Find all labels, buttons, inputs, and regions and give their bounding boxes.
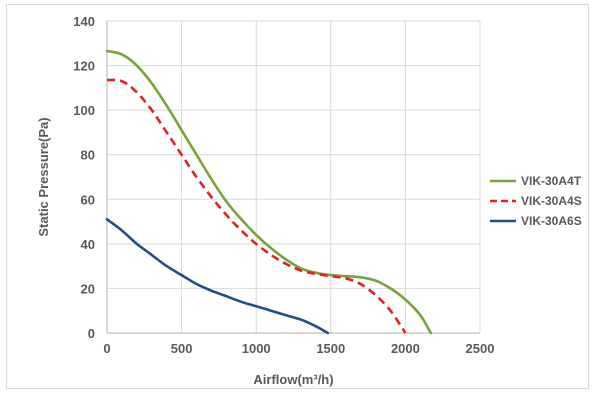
- x-axis-title: Airflow(m³/h): [253, 372, 333, 387]
- grid-lines: [106, 20, 481, 334]
- y-tick-label: 120: [73, 59, 95, 74]
- legend: VIK-30A4T VIK-30A4S VIK-30A6S: [490, 174, 582, 228]
- y-tick-label: 0: [88, 326, 95, 341]
- legend-label: VIK-30A6S: [521, 214, 582, 228]
- plot-axes: [106, 21, 480, 334]
- y-tick-label: 20: [81, 281, 95, 296]
- y-axis-title: Static Pressure(Pa): [36, 117, 51, 236]
- x-tick-label: 500: [171, 341, 193, 356]
- series-line-vik-30a6s: [105, 218, 330, 335]
- y-tick-label: 40: [81, 237, 95, 252]
- legend-label: VIK-30A4T: [521, 174, 582, 188]
- y-tick-label: 80: [81, 148, 95, 163]
- x-tick-label: 0: [103, 341, 110, 356]
- tick-labels: 0 500 1000 1500 2000 2500 0 20 40 60 80 100 120 140: [73, 14, 494, 356]
- chart-frame: [6, 4, 589, 389]
- y-tick-label: 140: [73, 14, 95, 29]
- series-line-vik-30a4s: [106, 78, 407, 334]
- x-tick-label: 2500: [466, 341, 495, 356]
- series-lines: [105, 49, 433, 335]
- x-tick-label: 1500: [316, 341, 345, 356]
- legend-label: VIK-30A4S: [521, 194, 582, 208]
- series-line-vik-30a4t: [105, 49, 433, 335]
- x-tick-label: 1000: [242, 341, 271, 356]
- x-tick-label: 2000: [391, 341, 420, 356]
- y-tick-label: 100: [73, 103, 95, 118]
- y-tick-label: 60: [81, 192, 95, 207]
